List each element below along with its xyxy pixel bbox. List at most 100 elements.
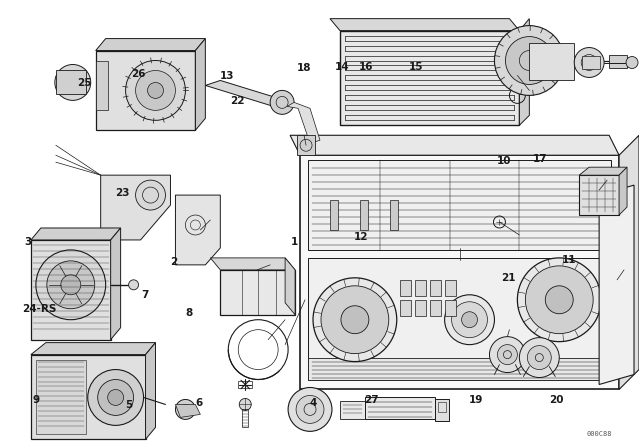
Polygon shape <box>195 39 205 130</box>
Polygon shape <box>579 167 627 175</box>
Circle shape <box>270 90 294 114</box>
Polygon shape <box>145 343 156 439</box>
Bar <box>340 401 365 419</box>
Bar <box>429 300 440 316</box>
Circle shape <box>61 275 81 295</box>
Text: 2: 2 <box>170 257 177 267</box>
Polygon shape <box>100 175 170 240</box>
Polygon shape <box>300 155 619 389</box>
Bar <box>96 60 108 110</box>
Circle shape <box>490 336 525 373</box>
Circle shape <box>239 398 252 410</box>
Bar <box>400 280 411 296</box>
Polygon shape <box>308 258 611 379</box>
Bar <box>390 200 397 230</box>
Polygon shape <box>96 51 195 130</box>
Polygon shape <box>31 343 156 355</box>
Polygon shape <box>31 228 120 240</box>
Polygon shape <box>287 103 320 143</box>
Circle shape <box>445 295 495 345</box>
Circle shape <box>341 306 369 334</box>
Bar <box>297 135 315 155</box>
Polygon shape <box>175 195 220 265</box>
Circle shape <box>108 389 124 405</box>
Polygon shape <box>330 19 520 30</box>
Bar <box>415 280 426 296</box>
Circle shape <box>125 60 186 121</box>
Text: 12: 12 <box>354 233 369 242</box>
Bar <box>435 400 449 422</box>
Circle shape <box>626 56 638 69</box>
Polygon shape <box>220 270 295 314</box>
Circle shape <box>461 312 477 327</box>
Circle shape <box>321 286 388 353</box>
Circle shape <box>288 388 332 431</box>
Circle shape <box>175 400 195 419</box>
Text: 21: 21 <box>501 272 515 283</box>
Circle shape <box>129 280 139 290</box>
Bar <box>609 55 627 69</box>
Bar <box>330 200 338 230</box>
Circle shape <box>452 302 488 338</box>
Polygon shape <box>529 43 574 81</box>
Polygon shape <box>520 19 529 125</box>
Polygon shape <box>205 81 285 105</box>
Text: 26: 26 <box>131 69 145 79</box>
Circle shape <box>313 278 397 362</box>
Bar <box>429 280 440 296</box>
Text: 27: 27 <box>364 396 378 405</box>
Polygon shape <box>365 397 435 419</box>
Polygon shape <box>290 135 619 155</box>
Text: 24-RS: 24-RS <box>22 304 56 314</box>
Text: 10: 10 <box>497 156 511 167</box>
Circle shape <box>36 250 106 320</box>
Polygon shape <box>31 355 145 439</box>
Text: 20: 20 <box>549 396 563 405</box>
Circle shape <box>47 261 95 309</box>
Text: 14: 14 <box>335 62 349 72</box>
Text: 25: 25 <box>77 78 91 88</box>
Bar <box>400 300 411 316</box>
Text: 11: 11 <box>561 255 576 265</box>
Circle shape <box>136 70 175 110</box>
Circle shape <box>55 65 91 100</box>
Polygon shape <box>211 258 295 270</box>
Text: 18: 18 <box>297 63 311 73</box>
Bar <box>36 360 86 435</box>
Text: 23: 23 <box>115 188 129 198</box>
Polygon shape <box>175 405 200 418</box>
Circle shape <box>495 26 564 95</box>
Text: 6: 6 <box>195 398 202 408</box>
Circle shape <box>98 379 134 415</box>
Circle shape <box>506 37 553 84</box>
Text: 13: 13 <box>220 71 235 81</box>
Bar <box>438 402 445 413</box>
Circle shape <box>525 266 593 334</box>
Polygon shape <box>31 240 111 340</box>
Bar <box>238 380 252 388</box>
Text: 3: 3 <box>24 237 31 247</box>
Polygon shape <box>308 160 611 250</box>
Bar <box>243 409 248 427</box>
Polygon shape <box>308 358 611 379</box>
Bar <box>415 300 426 316</box>
Bar <box>445 280 456 296</box>
Text: 9: 9 <box>33 396 40 405</box>
Bar <box>56 70 86 95</box>
Text: 8: 8 <box>186 308 193 319</box>
Circle shape <box>136 180 166 210</box>
Circle shape <box>520 338 559 378</box>
Text: 15: 15 <box>408 62 423 72</box>
Polygon shape <box>111 228 120 340</box>
Circle shape <box>88 370 143 425</box>
Polygon shape <box>619 167 627 215</box>
Text: 7: 7 <box>141 290 148 301</box>
Polygon shape <box>96 39 205 51</box>
Text: 19: 19 <box>469 396 483 405</box>
Text: 1: 1 <box>291 237 298 247</box>
Circle shape <box>545 286 573 314</box>
Circle shape <box>296 396 324 423</box>
Bar <box>582 56 600 69</box>
Text: 4: 4 <box>310 398 317 408</box>
Bar <box>360 200 368 230</box>
